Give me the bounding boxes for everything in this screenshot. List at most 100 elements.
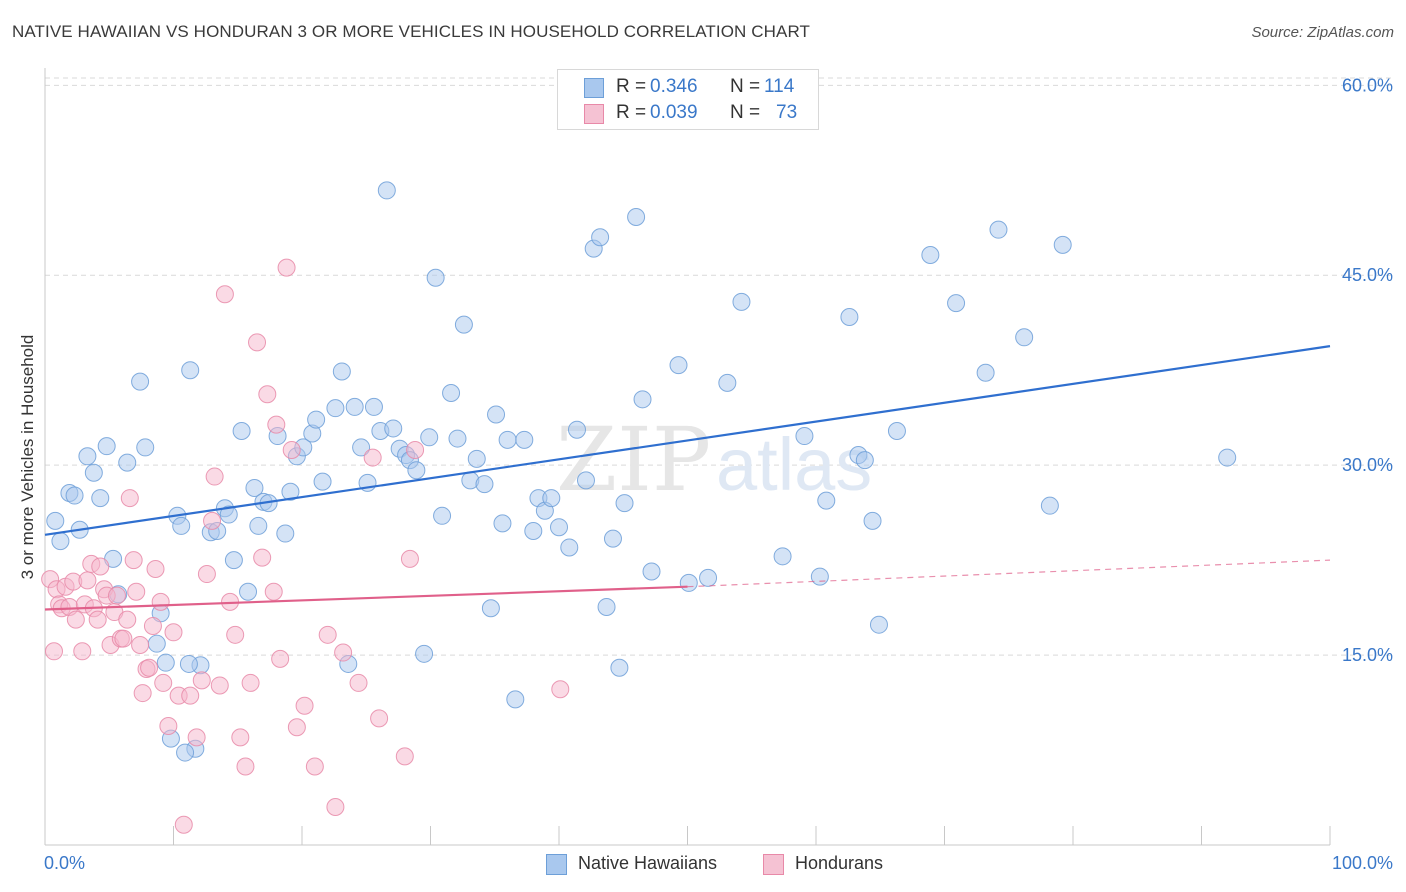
honduran-point — [277, 258, 296, 277]
y-tick-label: 15.0% — [1342, 645, 1393, 665]
native-hawaiian-point — [567, 420, 586, 439]
honduran-point — [305, 757, 324, 776]
honduran-point — [118, 610, 137, 629]
honduran-point — [253, 548, 272, 567]
honduran-point — [205, 467, 224, 486]
native-hawaiian-point — [345, 397, 364, 416]
legend-n-label: N = — [730, 76, 761, 97]
honduran-point — [187, 728, 206, 747]
honduran-point — [131, 635, 150, 654]
tick-labels: 15.0% 30.0% 45.0% 60.0% 0.0% 100.0% — [44, 75, 1393, 873]
native-hawaiian-trend-line — [44, 345, 1331, 536]
native-hawaiian-point — [487, 405, 506, 424]
honduran-trend-line — [44, 585, 688, 611]
native-hawaiian-point — [407, 461, 426, 480]
data-points — [41, 181, 1237, 834]
honduran-point — [334, 643, 353, 662]
native-hawaiian-point — [326, 399, 345, 418]
bottom-legend-label: Native Hawaiians — [578, 853, 718, 873]
native-hawaiian-point — [245, 478, 264, 497]
native-hawaiian-point — [131, 372, 150, 391]
native-hawaiian-point — [550, 518, 568, 537]
native-hawaiian-point — [524, 522, 543, 540]
native-hawaiian-point — [869, 615, 888, 634]
native-hawaiian-point — [615, 494, 634, 513]
native-hawaiian-point — [669, 356, 688, 375]
trend-lines — [44, 345, 1331, 611]
x-tick-label: 0.0% — [44, 853, 85, 873]
honduran-point — [363, 448, 382, 467]
legend-swatch-pink — [584, 104, 604, 124]
honduran-point — [551, 680, 570, 699]
native-hawaiian-point — [307, 410, 326, 429]
legend-n-value: 73 — [776, 102, 798, 123]
chart-title: NATIVE HAWAIIAN VS HONDURAN 3 OR MORE VE… — [12, 22, 811, 41]
native-hawaiian-point — [591, 228, 610, 247]
y-tick-label: 45.0% — [1342, 265, 1393, 285]
honduran-point — [287, 718, 306, 737]
honduran-point — [159, 716, 178, 735]
native-hawaiian-point — [454, 315, 473, 334]
native-hawaiian-point — [679, 573, 698, 592]
native-hawaiian-point — [627, 208, 646, 226]
native-hawaiian-point — [239, 582, 258, 601]
native-hawaiian-point — [817, 491, 836, 510]
native-hawaiian-point — [97, 437, 116, 456]
honduran-point — [349, 673, 368, 692]
legend-r-value: 0.039 — [650, 102, 698, 123]
legend: R = 0.346 N = 114 R = 0.039 N = 73 — [557, 69, 819, 130]
native-hawaiian-point — [78, 447, 97, 466]
native-hawaiian-point — [773, 547, 792, 566]
native-hawaiian-point — [84, 463, 103, 482]
legend-r-value: 0.346 — [650, 76, 698, 97]
native-hawaiian-point — [976, 363, 995, 382]
honduran-point — [248, 333, 267, 352]
honduran-point — [406, 440, 425, 459]
native-hawaiian-point — [699, 568, 718, 587]
native-hawaiian-point — [947, 294, 966, 313]
native-hawaiian-point — [249, 516, 268, 535]
native-hawaiian-point — [610, 658, 629, 677]
native-hawaiian-point — [1040, 496, 1059, 515]
native-hawaiian-point — [498, 430, 517, 449]
native-hawaiian-point — [633, 390, 652, 409]
native-hawaiian-point — [718, 373, 737, 392]
honduran-point — [120, 489, 139, 508]
native-hawaiian-point — [377, 181, 396, 200]
native-hawaiian-point — [147, 634, 166, 653]
native-hawaiian-point — [597, 597, 616, 616]
honduran-point — [241, 673, 260, 692]
legend-r-label: R = — [616, 102, 647, 123]
native-hawaiian-point — [65, 486, 84, 505]
native-hawaiian-point — [415, 644, 434, 663]
native-hawaiian-point — [493, 514, 512, 533]
honduran-point — [264, 582, 283, 601]
native-hawaiian-point — [475, 475, 494, 494]
y-axis-label: 3 or more Vehicles in Household — [18, 334, 37, 580]
native-hawaiian-point — [156, 653, 175, 672]
honduran-point — [44, 642, 63, 661]
native-hawaiian-point — [1218, 448, 1237, 467]
native-hawaiian-point — [732, 292, 751, 311]
native-hawaiian-point — [603, 529, 622, 548]
honduran-point — [258, 385, 277, 404]
honduran-point — [164, 623, 183, 642]
honduran-point — [267, 415, 286, 434]
chart-source: Source: ZipAtlas.com — [1251, 24, 1394, 41]
native-hawaiian-point — [433, 506, 452, 525]
legend-r-label: R = — [616, 76, 647, 97]
native-hawaiian-point — [810, 567, 829, 586]
native-hawaiian-point — [863, 511, 882, 530]
native-hawaiian-point — [176, 743, 195, 762]
honduran-point — [271, 649, 290, 668]
native-hawaiian-point — [281, 482, 300, 501]
honduran-point — [231, 728, 250, 747]
native-hawaiian-point — [276, 524, 295, 543]
native-hawaiian-point — [989, 220, 1008, 239]
honduran-point — [395, 747, 414, 766]
native-hawaiian-point — [313, 472, 332, 491]
honduran-point — [326, 798, 345, 817]
native-hawaiian-point — [1053, 235, 1072, 254]
native-hawaiian-point — [795, 427, 814, 446]
